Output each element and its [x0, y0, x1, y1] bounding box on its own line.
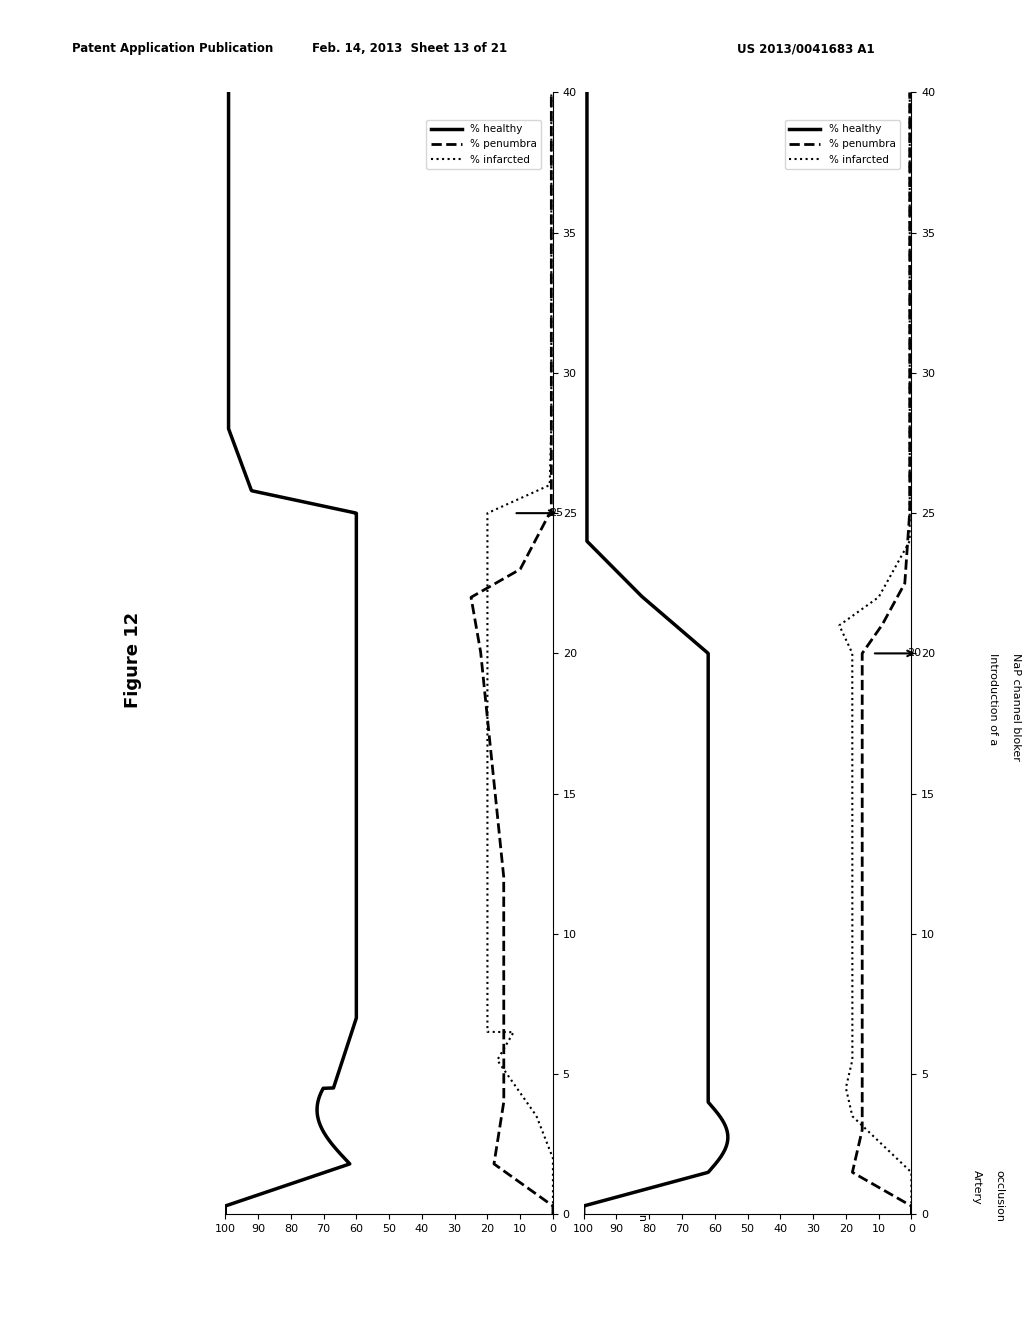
Text: Introduction of a: Introduction of a — [630, 513, 640, 606]
Text: US 2013/0041683 A1: US 2013/0041683 A1 — [737, 42, 874, 55]
Text: Introduction of a: Introduction of a — [988, 653, 998, 746]
Text: Patent Application Publication: Patent Application Publication — [72, 42, 273, 55]
Text: Feb. 14, 2013  Sheet 13 of 21: Feb. 14, 2013 Sheet 13 of 21 — [312, 42, 507, 55]
Text: 25: 25 — [549, 508, 563, 519]
Text: NaP channel bloker: NaP channel bloker — [653, 513, 663, 620]
Text: Artery: Artery — [972, 1170, 982, 1204]
Text: 20: 20 — [907, 648, 922, 659]
Text: occlusion: occlusion — [995, 1170, 1005, 1221]
Text: Artery: Artery — [613, 1170, 624, 1204]
Legend: % healthy, % penumbra, % infarcted: % healthy, % penumbra, % infarcted — [784, 120, 900, 169]
Text: Figure 12: Figure 12 — [124, 612, 142, 708]
Text: occlusion: occlusion — [637, 1170, 646, 1221]
Legend: % healthy, % penumbra, % infarcted: % healthy, % penumbra, % infarcted — [426, 120, 542, 169]
Text: NaP channel bloker: NaP channel bloker — [1012, 653, 1021, 762]
